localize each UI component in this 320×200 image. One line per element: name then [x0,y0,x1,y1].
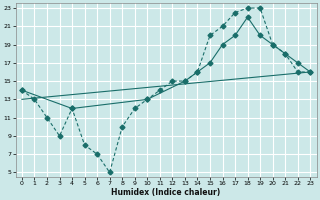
X-axis label: Humidex (Indice chaleur): Humidex (Indice chaleur) [111,188,221,197]
